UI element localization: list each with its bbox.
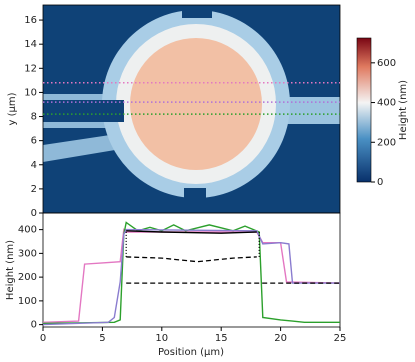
x-tick-label: 15 bbox=[215, 333, 228, 344]
colorbar-tick-label: 200 bbox=[377, 137, 396, 148]
colorbar-label: Height (nm) bbox=[398, 80, 409, 140]
y-tick-label: 12 bbox=[24, 63, 37, 74]
y-axis-label: Height (nm) bbox=[5, 240, 16, 300]
y-tick-label: 16 bbox=[24, 15, 37, 26]
profiles bbox=[43, 221, 340, 326]
x-tick-label: 5 bbox=[99, 333, 105, 344]
afm-image bbox=[43, 5, 340, 213]
colorbar-tick-label: 0 bbox=[377, 177, 383, 188]
y-tick-label: 6 bbox=[31, 136, 37, 147]
y-tick-label: 2 bbox=[31, 184, 37, 195]
cut-lines bbox=[43, 82, 340, 115]
colorbar bbox=[356, 37, 372, 183]
x-axis-label: Position (μm) bbox=[158, 347, 224, 358]
y-tick-label: 8 bbox=[31, 112, 37, 123]
y-tick-label: 14 bbox=[24, 39, 37, 50]
y-tick-label: 4 bbox=[31, 160, 37, 171]
plot-frame bbox=[42, 212, 341, 328]
profile-line bbox=[126, 256, 257, 263]
y-tick-label: 200 bbox=[18, 272, 37, 283]
y-tick-label: 0 bbox=[31, 208, 37, 219]
y-tick-label: 300 bbox=[18, 248, 37, 259]
y-axis-label: y (μm) bbox=[7, 92, 18, 125]
x-tick-label: 25 bbox=[334, 333, 347, 344]
colorbar-tick-label: 600 bbox=[377, 58, 396, 69]
colorbar-tick-label: 400 bbox=[377, 98, 396, 109]
y-tick-label: 10 bbox=[24, 87, 37, 98]
y-tick-label: 400 bbox=[18, 225, 37, 236]
x-tick-label: 0 bbox=[40, 333, 46, 344]
y-tick-label: 0 bbox=[31, 320, 37, 331]
x-tick-label: 10 bbox=[155, 333, 168, 344]
y-tick-label: 100 bbox=[18, 296, 37, 307]
profile-line bbox=[126, 230, 257, 234]
profile-line bbox=[43, 228, 340, 323]
profile-line bbox=[43, 228, 340, 326]
profile-line bbox=[43, 221, 340, 325]
x-tick-label: 20 bbox=[274, 333, 287, 344]
